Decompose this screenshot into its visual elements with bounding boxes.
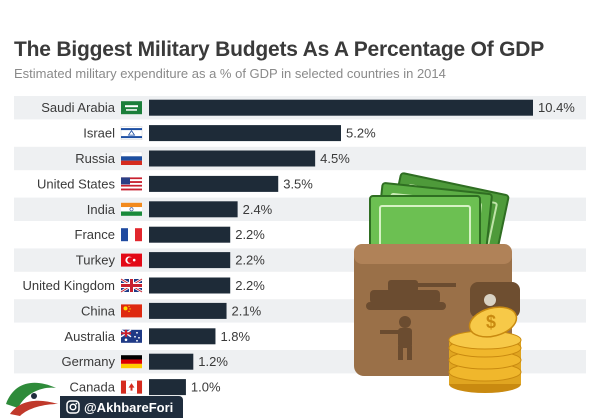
news-agency-logo-icon [6, 382, 58, 416]
category-label: Turkey [76, 253, 116, 268]
china-flag-icon [121, 304, 142, 318]
saudi-arabia-flag-icon [121, 101, 142, 115]
instagram-icon [66, 400, 80, 414]
value-label: 1.2% [198, 354, 228, 369]
turkey-flag-icon [121, 253, 142, 267]
category-label: Australia [64, 329, 115, 344]
value-label: 1.0% [191, 380, 221, 395]
page-title: The Biggest Military Budgets As A Percen… [14, 38, 545, 61]
bar [149, 379, 186, 396]
bar [149, 99, 533, 116]
category-label: China [81, 303, 116, 318]
social-handle-box: @AkhbareFori [60, 396, 184, 418]
page-subtitle: Estimated military expenditure as a % of… [14, 66, 446, 81]
united-kingdom-flag-icon [120, 277, 143, 294]
value-label: 3.5% [283, 176, 313, 191]
united-states-flag-icon [121, 177, 142, 191]
value-label: 2.4% [243, 202, 273, 217]
category-label: France [75, 227, 115, 242]
bar [149, 226, 231, 243]
value-label: 1.8% [220, 329, 250, 344]
category-label: Israel [83, 126, 115, 141]
bar [149, 302, 227, 319]
bar [149, 328, 216, 345]
bar [149, 175, 279, 192]
value-label: 2.1% [232, 303, 262, 318]
category-label: United Kingdom [23, 278, 116, 293]
category-label: Russia [75, 151, 116, 166]
value-label: 2.2% [235, 278, 265, 293]
bar [149, 150, 316, 167]
india-flag-icon [121, 202, 142, 216]
france-flag-icon [121, 228, 142, 242]
israel-flag-icon [120, 126, 143, 140]
value-label: 2.2% [235, 227, 265, 242]
bar [149, 125, 341, 142]
value-label: 5.2% [346, 126, 376, 141]
category-label: United States [37, 176, 116, 191]
value-label: 10.4% [538, 100, 575, 115]
category-label: Saudi Arabia [41, 100, 115, 115]
australia-flag-icon [120, 329, 142, 343]
svg-text:$: $ [486, 312, 496, 332]
bar [149, 201, 238, 218]
footer: @AkhbareFori [0, 382, 600, 418]
canada-flag-icon [120, 380, 143, 394]
wallet-with-money-and-coins-icon: $ [354, 172, 522, 393]
bar [149, 277, 231, 294]
value-label: 4.5% [320, 151, 350, 166]
bar [149, 353, 194, 370]
bar [149, 252, 231, 269]
category-label: India [87, 202, 116, 217]
category-label: Canada [69, 380, 115, 395]
category-label: Germany [62, 354, 116, 369]
social-handle: @AkhbareFori [84, 399, 174, 415]
russia-flag-icon [120, 151, 143, 165]
germany-flag-icon [121, 355, 142, 369]
value-label: 2.2% [235, 253, 265, 268]
